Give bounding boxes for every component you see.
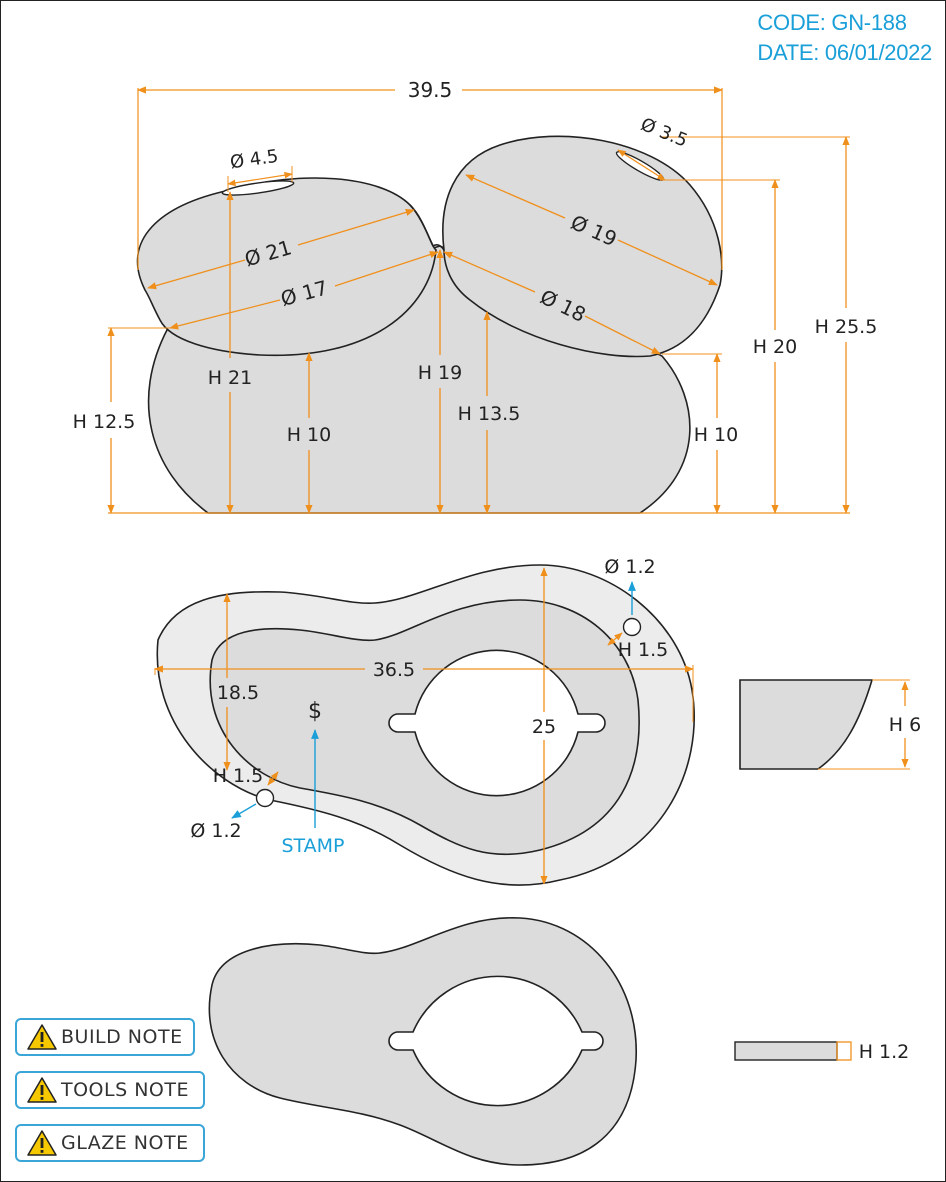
warning-icon xyxy=(27,1077,57,1103)
label-hole-left-height: H 1.5 xyxy=(213,765,264,787)
plate-center-hole xyxy=(388,649,606,797)
dim-height-21: H 21 xyxy=(208,367,253,389)
dim-height-10-left: H 10 xyxy=(287,424,332,446)
dim-height-20: H 20 xyxy=(753,336,798,358)
label-hole-right-height: H 1.5 xyxy=(618,639,669,661)
drawing-date: DATE: 06/01/2022 xyxy=(757,40,932,65)
stamp-label: STAMP xyxy=(281,835,344,857)
dim-plate-depth: 25 xyxy=(532,716,556,738)
drawing-code-block: CODE: GN-188 DATE: 06/01/2022 xyxy=(757,8,932,68)
top-view-left-lobe xyxy=(136,177,437,357)
bottom-view: H 1.2 xyxy=(208,917,910,1166)
dim-height-12-5: H 12.5 xyxy=(73,411,136,433)
dim-bottom-thickness: H 1.2 xyxy=(859,1041,910,1063)
drawing-code: CODE: GN-188 xyxy=(757,10,907,35)
thickness-bar xyxy=(734,1041,838,1061)
dim-height-10-right: H 10 xyxy=(694,424,739,446)
dim-height-25-5: H 25.5 xyxy=(815,316,878,338)
top-view: 39.5 Ø 4.5 Ø 21 Ø 17 Ø 3.5 Ø 19 Ø 18 H 1… xyxy=(73,78,878,514)
label-hole-left-diameter: Ø 1.2 xyxy=(190,820,241,842)
glaze-note-label: GLAZE NOTE xyxy=(61,1132,189,1154)
build-note-button[interactable]: BUILD NOTE xyxy=(15,1018,195,1056)
dim-plate-width: 36.5 xyxy=(373,659,415,681)
tools-note-button[interactable]: TOOLS NOTE xyxy=(15,1071,205,1109)
warning-icon xyxy=(27,1130,57,1156)
plate-view: 36.5 25 18.5 Ø 1.2 H 1.5 Ø 1.2 H 1.5 $ S… xyxy=(154,556,695,886)
side-profile-shape xyxy=(739,679,874,770)
tools-note-label: TOOLS NOTE xyxy=(61,1079,189,1101)
dim-overall-width: 39.5 xyxy=(408,78,453,102)
dim-side-height: H 6 xyxy=(889,714,921,736)
dim-height-19: H 19 xyxy=(418,362,463,384)
warning-icon xyxy=(27,1024,57,1050)
bottom-center-hole xyxy=(388,975,604,1107)
dim-plate-inner: 18.5 xyxy=(217,682,259,704)
glaze-note-button[interactable]: GLAZE NOTE xyxy=(15,1124,205,1162)
dim-diameter-3-5: Ø 3.5 xyxy=(638,114,691,152)
plate-hole-right xyxy=(622,617,642,637)
dim-height-13-5: H 13.5 xyxy=(458,403,521,425)
plate-hole-left xyxy=(255,788,275,808)
label-hole-right-diameter: Ø 1.2 xyxy=(604,556,655,578)
top-view-right-lobe xyxy=(442,135,723,358)
dim-diameter-4-5: Ø 4.5 xyxy=(229,146,280,174)
stamp-symbol: $ xyxy=(308,699,322,724)
side-view: H 6 xyxy=(739,679,921,770)
build-note-label: BUILD NOTE xyxy=(61,1026,183,1048)
